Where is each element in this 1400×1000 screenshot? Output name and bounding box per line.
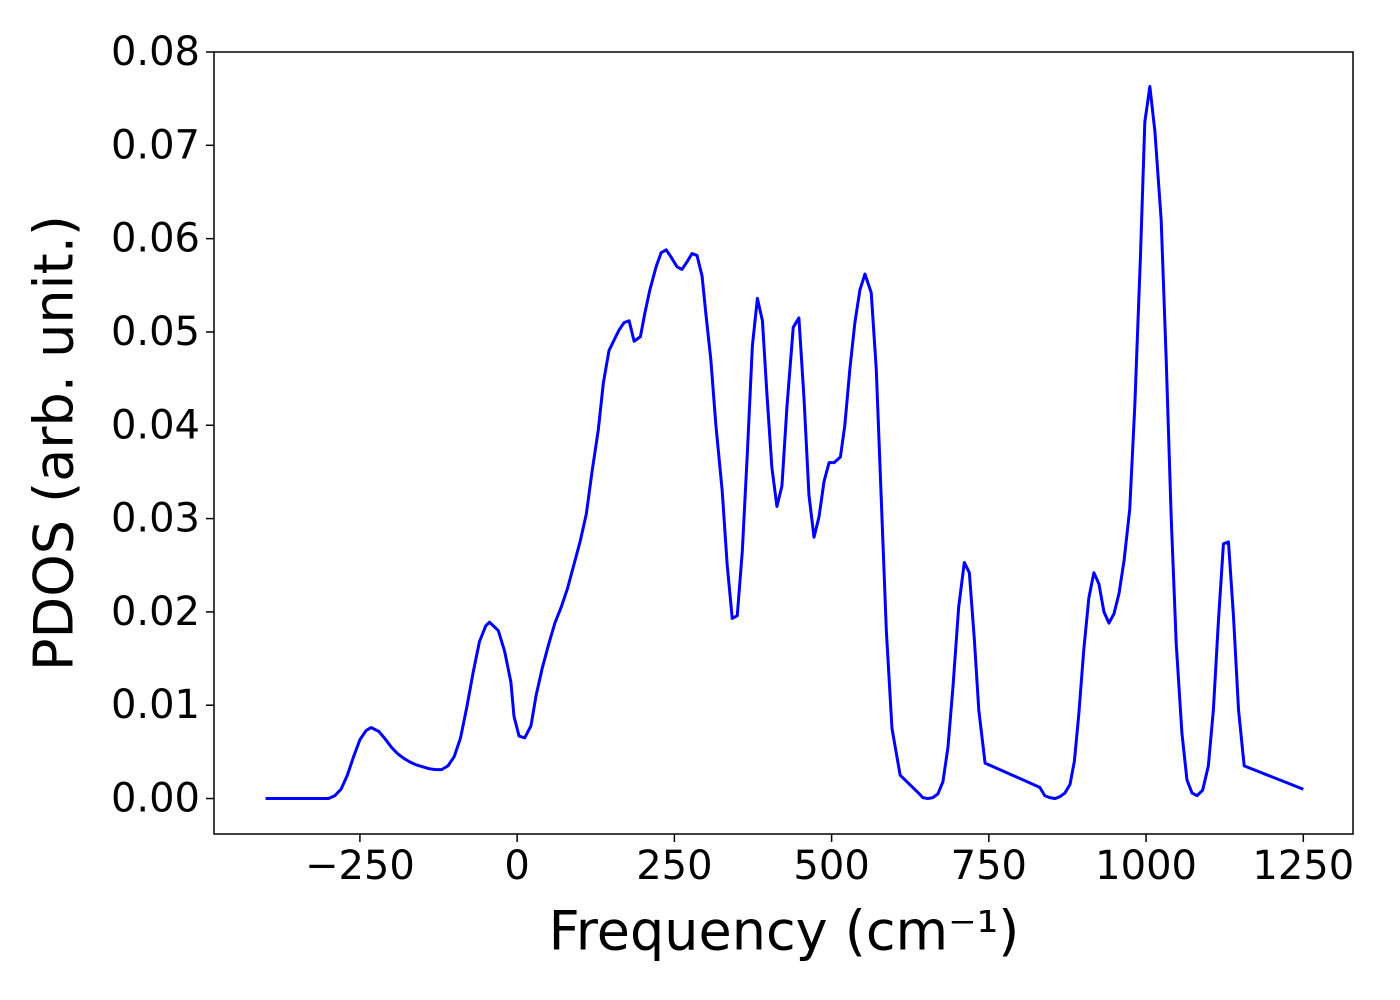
y-tick-label: 0.02 (111, 589, 200, 635)
x-axis-label: Frequency (cm⁻¹) (549, 900, 1020, 963)
y-tick-label: 0.01 (111, 682, 200, 728)
y-tick-label: 0.05 (111, 309, 200, 355)
x-tick-label: 1000 (1095, 843, 1197, 889)
x-tick-label: 500 (793, 843, 869, 889)
x-tick-label: 1250 (1252, 843, 1354, 889)
y-tick-label: 0.06 (111, 216, 200, 262)
y-tick-label: 0.07 (111, 122, 200, 168)
plot-frame (213, 51, 1354, 835)
y-tick-label: 0.08 (111, 29, 200, 75)
y-tick-label: 0.03 (111, 496, 200, 542)
x-tick-label: 0 (504, 843, 529, 889)
y-tick-label: 0.04 (111, 402, 200, 448)
x-tick-label: 250 (636, 843, 712, 889)
pdos-line (265, 85, 1304, 801)
y-axis-label: PDOS (arb. unit.) (23, 215, 86, 671)
x-tick-label: 750 (951, 843, 1027, 889)
y-tick-label: 0.00 (111, 776, 200, 822)
x-tick-label: −250 (305, 843, 415, 889)
